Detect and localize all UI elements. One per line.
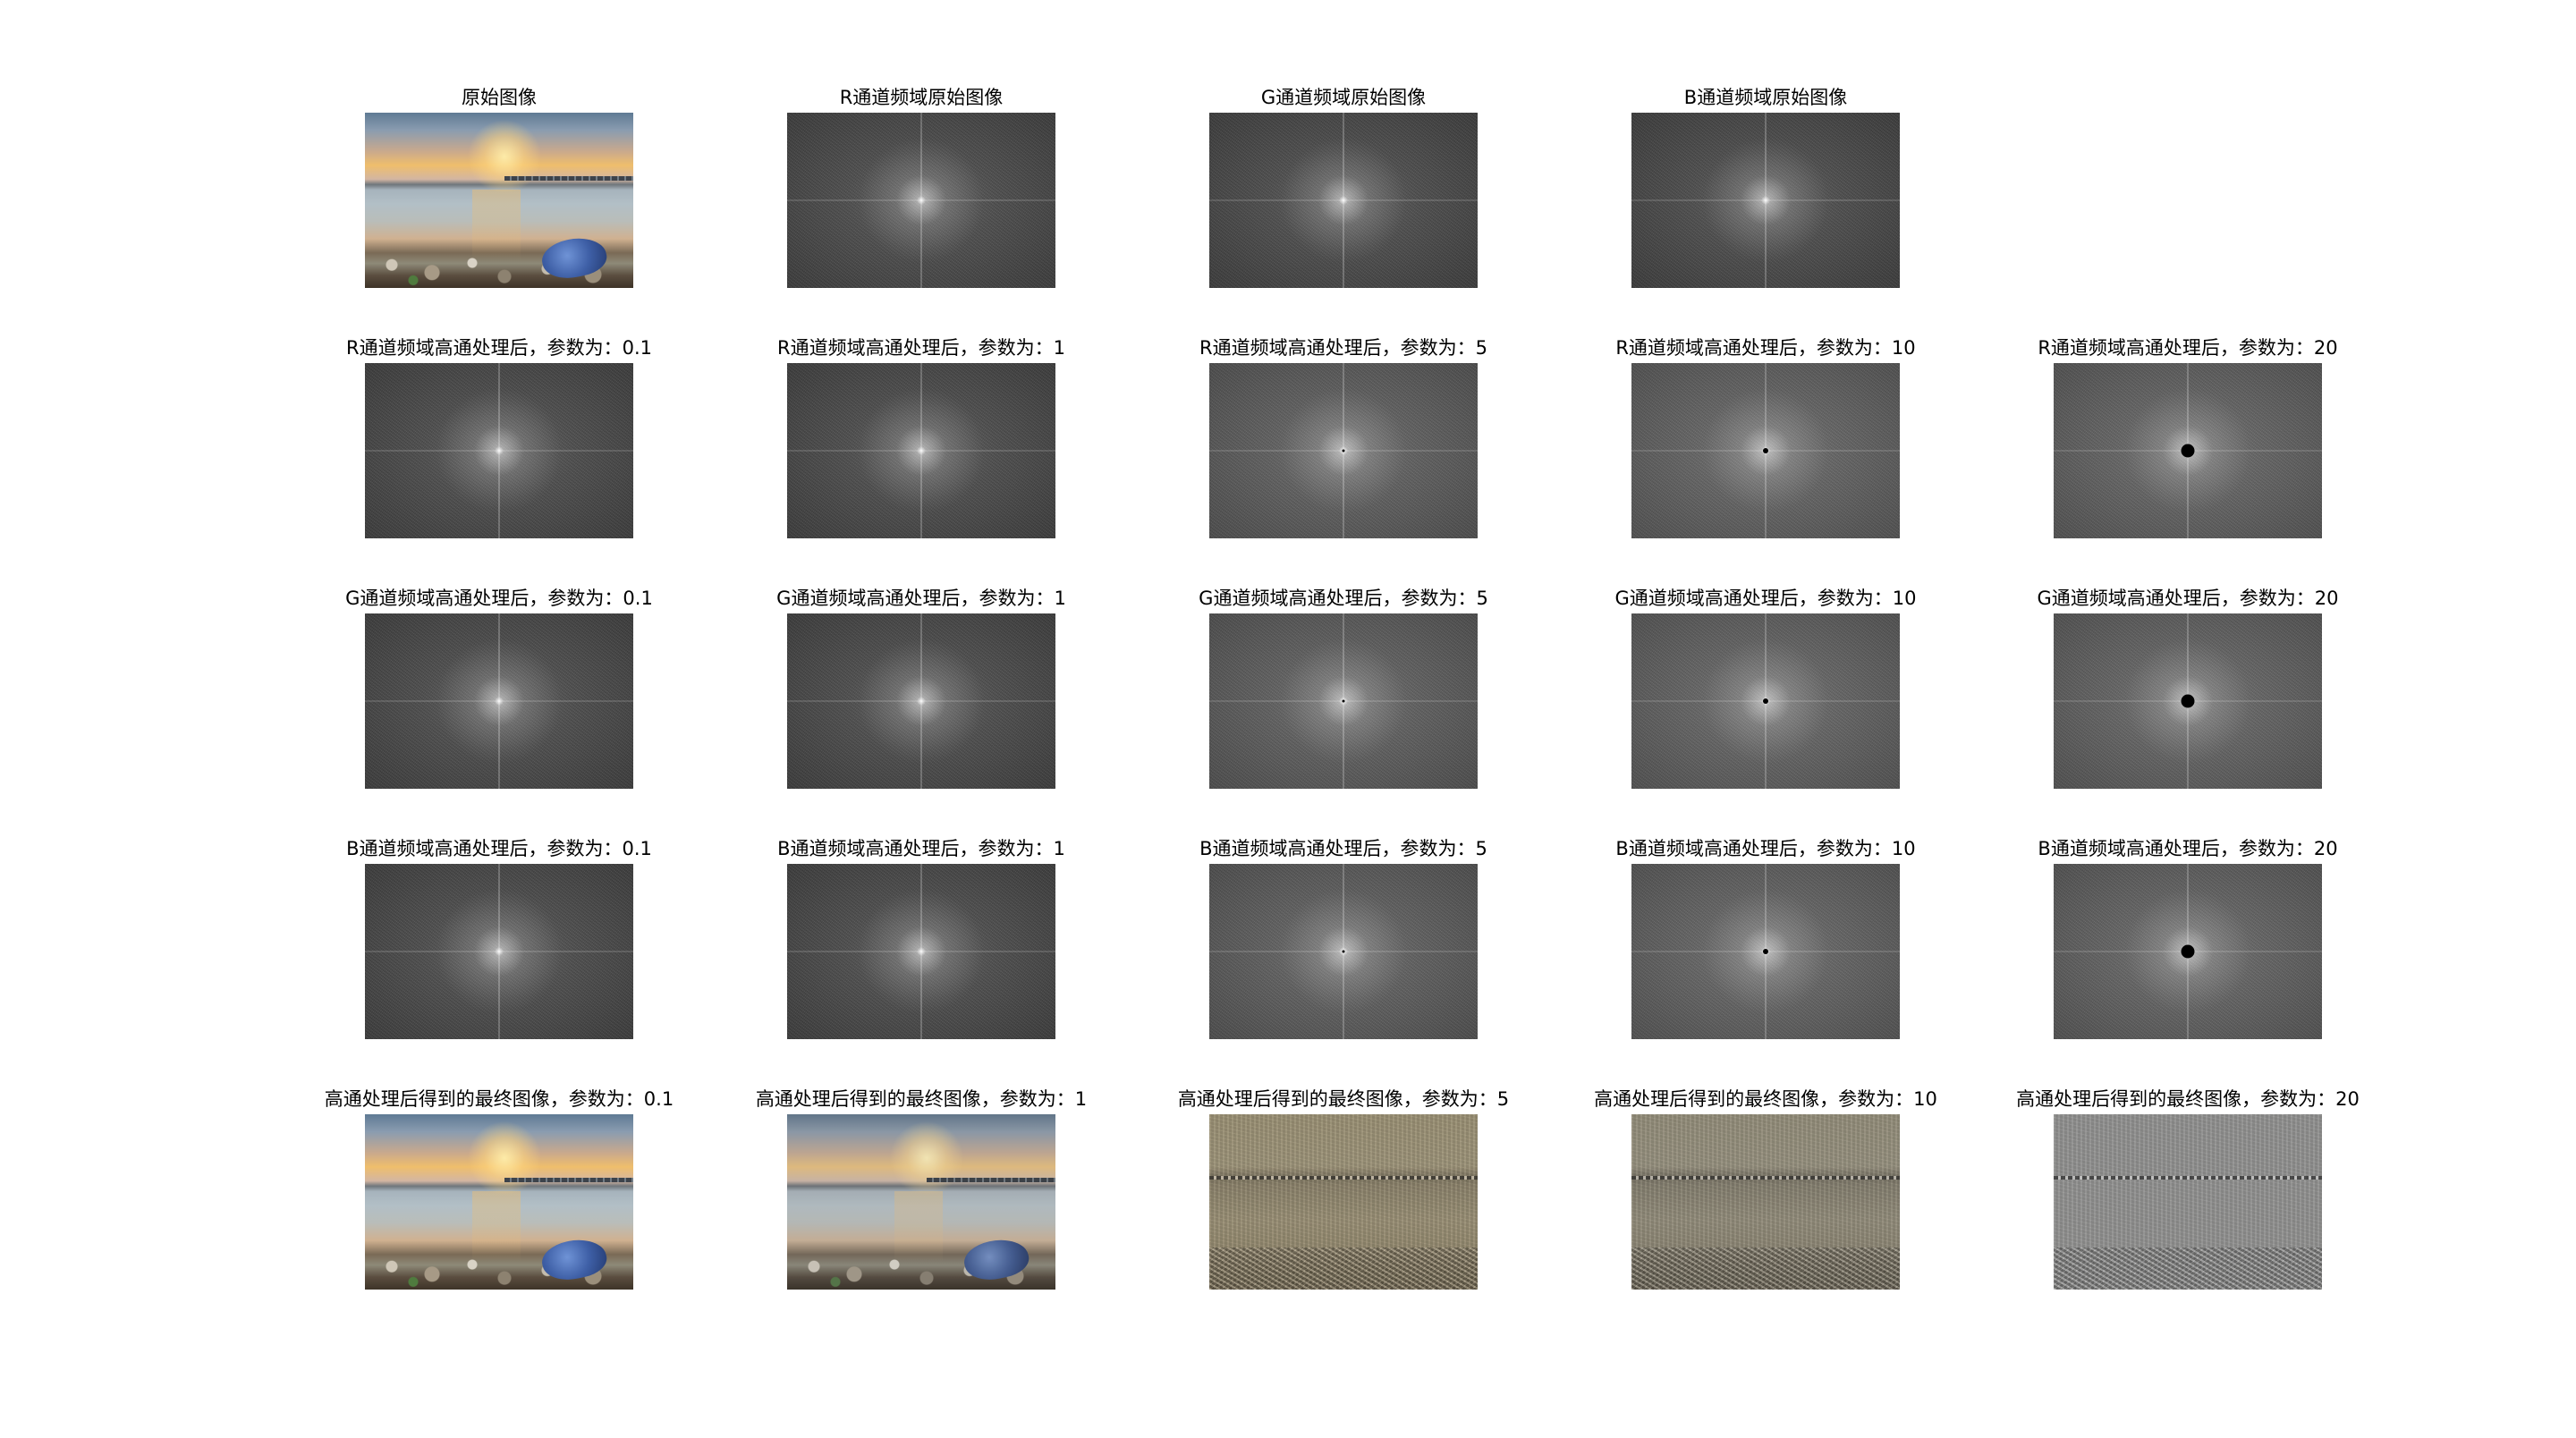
b-highpass-spectrum xyxy=(2054,864,2322,1039)
r-highpass-spectrum xyxy=(787,363,1055,538)
b-highpass-spectrum xyxy=(1631,864,1900,1039)
bridge xyxy=(1631,1175,1900,1180)
panel-title: 高通处理后得到的最终图像，参数为：1 xyxy=(755,1088,1088,1110)
filter-hole xyxy=(2181,944,2195,959)
panel-title: B通道频域高通处理后，参数为：0.1 xyxy=(346,838,652,859)
bridge xyxy=(2054,1175,2322,1180)
panel-title: G通道频域高通处理后，参数为：20 xyxy=(2037,588,2339,609)
shore-rocks xyxy=(2054,1247,2322,1290)
panel-title: 高通处理后得到的最终图像，参数为：20 xyxy=(2016,1088,2360,1110)
sun-glow xyxy=(889,1121,964,1196)
texture xyxy=(2054,1114,2322,1290)
bridge xyxy=(504,1177,633,1183)
r-highpass-spectrum xyxy=(2054,363,2322,538)
panel-title: R通道频域原始图像 xyxy=(839,87,1004,108)
panel-title: B通道频域高通处理后，参数为：20 xyxy=(2038,838,2338,859)
filter-hole xyxy=(2181,694,2195,708)
sun-reflection xyxy=(472,1191,521,1262)
b-spectrum-image xyxy=(1631,113,1900,288)
panel-title: 高通处理后得到的最终图像，参数为：0.1 xyxy=(324,1088,674,1110)
panel-title: G通道频域高通处理后，参数为：5 xyxy=(1199,588,1488,609)
panel-title: G通道频域原始图像 xyxy=(1260,87,1427,108)
g-highpass-spectrum xyxy=(787,613,1055,789)
sun-glow xyxy=(467,1121,542,1196)
g-spectrum-image xyxy=(1209,113,1478,288)
panel-title: R通道频域高通处理后，参数为：10 xyxy=(1615,337,1916,359)
bridge xyxy=(927,1177,1055,1183)
panel-title: B通道频域原始图像 xyxy=(1683,87,1848,108)
r-spectrum-image xyxy=(787,113,1055,288)
filter-hole xyxy=(1763,448,1768,453)
panel-title: 高通处理后得到的最终图像，参数为：10 xyxy=(1594,1088,1937,1110)
final-image xyxy=(787,1114,1055,1290)
panel-title: 原始图像 xyxy=(462,87,537,108)
filter-hole xyxy=(1342,699,1345,703)
panel-title: R通道频域高通处理后，参数为：1 xyxy=(777,337,1065,359)
r-highpass-spectrum xyxy=(1209,363,1478,538)
r-highpass-spectrum xyxy=(1631,363,1900,538)
sun-reflection xyxy=(472,190,521,260)
filter-hole xyxy=(1763,949,1768,954)
g-highpass-spectrum xyxy=(1209,613,1478,789)
panel-title: G通道频域高通处理后，参数为：10 xyxy=(1614,588,1917,609)
final-image xyxy=(2054,1114,2322,1290)
b-highpass-spectrum xyxy=(365,864,633,1039)
b-highpass-spectrum xyxy=(1209,864,1478,1039)
g-highpass-spectrum xyxy=(1631,613,1900,789)
panel-title: R通道频域高通处理后，参数为：20 xyxy=(2038,337,2338,359)
panel-title: 高通处理后得到的最终图像，参数为：5 xyxy=(1177,1088,1510,1110)
panel-title: B通道频域高通处理后，参数为：10 xyxy=(1615,838,1916,859)
final-image xyxy=(1631,1114,1900,1290)
texture xyxy=(1209,1114,1478,1290)
r-highpass-spectrum xyxy=(365,363,633,538)
texture xyxy=(1631,1114,1900,1290)
bridge xyxy=(1209,1175,1478,1180)
final-image xyxy=(365,1114,633,1290)
filter-hole xyxy=(1342,449,1345,453)
bridge xyxy=(504,175,633,182)
g-highpass-spectrum xyxy=(2054,613,2322,789)
panel-title: R通道频域高通处理后，参数为：0.1 xyxy=(346,337,652,359)
filter-hole xyxy=(1342,950,1345,953)
panel-title: B通道频域高通处理后，参数为：1 xyxy=(777,838,1065,859)
filter-hole xyxy=(1763,698,1768,704)
sun-glow xyxy=(467,119,542,194)
panel-title: R通道频域高通处理后，参数为：5 xyxy=(1199,337,1487,359)
filter-hole xyxy=(2181,444,2195,458)
panel-title: G通道频域高通处理后，参数为：0.1 xyxy=(345,588,653,609)
sun-reflection xyxy=(894,1191,943,1262)
original-photo xyxy=(365,113,633,288)
shore-rocks xyxy=(1209,1247,1478,1290)
final-image xyxy=(1209,1114,1478,1290)
b-highpass-spectrum xyxy=(787,864,1055,1039)
g-highpass-spectrum xyxy=(365,613,633,789)
shore-rocks xyxy=(1631,1247,1900,1290)
panel-title: B通道频域高通处理后，参数为：5 xyxy=(1199,838,1487,859)
panel-title: G通道频域高通处理后，参数为：1 xyxy=(776,588,1066,609)
